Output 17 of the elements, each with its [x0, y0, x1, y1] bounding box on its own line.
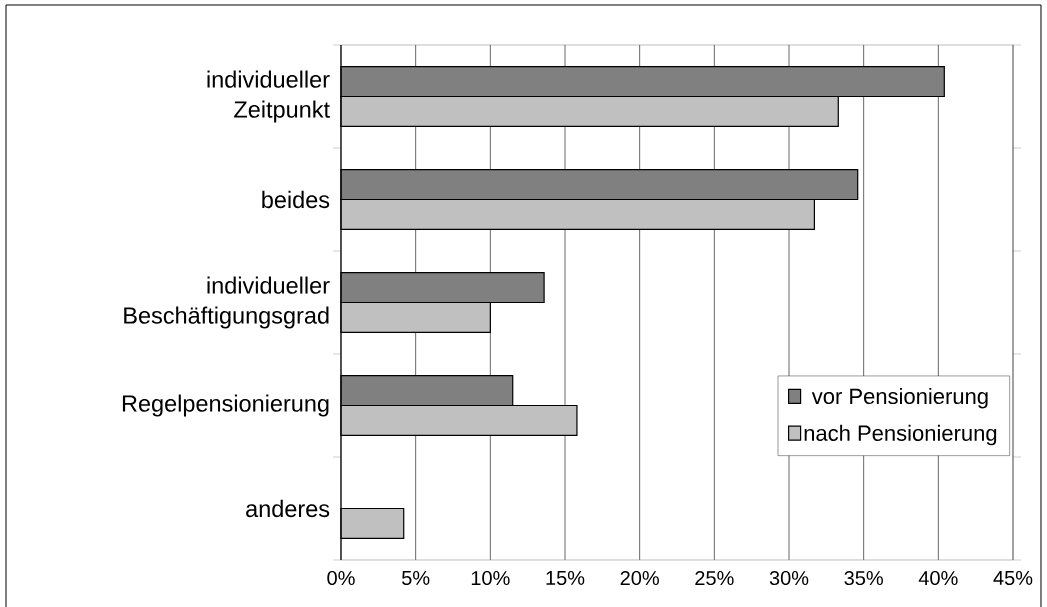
x-tick-label: 30%: [769, 570, 809, 586]
x-tick-label: 15%: [546, 570, 585, 586]
y-tick-label: anderes: [246, 499, 330, 518]
y-tick-label: Regelpensionierung: [122, 394, 329, 417]
legend-label: vor Pensionierung: [811, 387, 988, 409]
x-tick-label: 5%: [402, 570, 430, 586]
x-tick-label: 40%: [918, 570, 958, 586]
x-tick-label: 10%: [471, 570, 510, 586]
y-tick-label: individueller Zeitpunkt: [207, 70, 330, 123]
legend-label: nach Pensionierung: [804, 424, 997, 446]
x-tick-label: 0%: [327, 570, 355, 586]
y-tick-label: beides: [262, 190, 330, 209]
x-tick-label: 45%: [993, 570, 1033, 586]
x-tick-label: 25%: [695, 570, 734, 586]
x-tick-label: 35%: [844, 570, 883, 586]
x-tick-label: 20%: [620, 570, 659, 586]
y-tick-label: individueller Beschäftigungsgrad: [124, 276, 330, 329]
